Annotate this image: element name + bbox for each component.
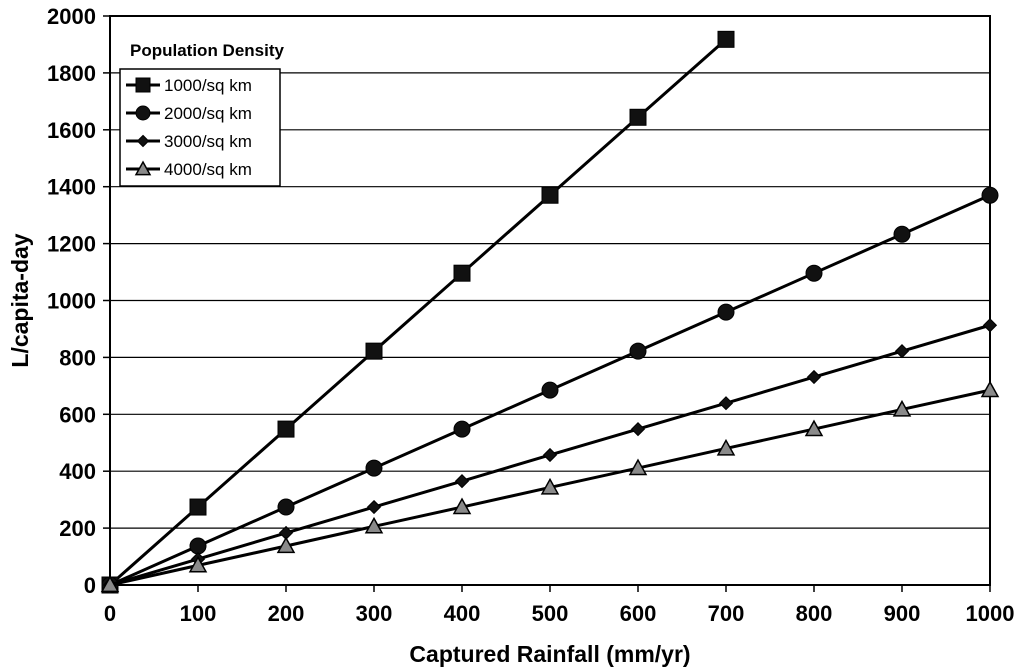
x-tick-label: 800 (796, 601, 833, 626)
legend-label: 2000/sq km (164, 104, 252, 123)
marker-triangle (892, 399, 912, 417)
marker-circle (805, 264, 823, 282)
legend-items: 1000/sq km 2000/sq km 3000/sq km 4000/sq km (126, 76, 252, 179)
legend-label: 1000/sq km (164, 76, 252, 95)
marker-square (629, 108, 647, 126)
x-tick-label: 100 (180, 601, 217, 626)
marker-triangle (540, 477, 560, 495)
legend-item: 3000/sq km (126, 132, 252, 151)
marker-circle (717, 303, 735, 321)
series-layer (100, 30, 1000, 594)
y-tick-label: 1600 (47, 118, 96, 143)
marker-circle (453, 420, 471, 438)
x-tick-label: 200 (268, 601, 305, 626)
marker-triangle (364, 516, 384, 534)
marker-triangle (276, 536, 296, 554)
y-tick-label: 0 (84, 573, 96, 598)
marker-square (453, 264, 471, 282)
marker-circle (135, 105, 151, 121)
marker-circle (189, 537, 207, 555)
legend-item: 4000/sq km (126, 160, 252, 179)
marker-triangle (100, 575, 120, 593)
marker-triangle (134, 160, 152, 176)
series-circle (101, 186, 999, 594)
legend: Population Density 1000/sq km 2000/sq km 3… (119, 41, 285, 187)
y-tick-label: 1800 (47, 61, 96, 86)
x-tick-label: 0 (104, 601, 116, 626)
y-axis-ticks: 0 200 400 600 800 1000 1200 1400 1600 1800 2000 (47, 4, 110, 598)
marker-circle (981, 186, 999, 204)
y-tick-label: 800 (59, 345, 96, 370)
x-tick-label: 700 (708, 601, 745, 626)
x-axis-ticks: 0 100 200 300 400 500 600 700 800 900 1000 (104, 585, 1015, 626)
marker-diamond (718, 396, 734, 411)
marker-diamond (366, 499, 382, 515)
legend-label: 4000/sq km (164, 160, 252, 179)
y-tick-label: 1000 (47, 289, 96, 314)
x-tick-label: 500 (532, 601, 569, 626)
marker-diamond (542, 447, 558, 463)
marker-triangle (628, 458, 648, 476)
marker-diamond (454, 474, 470, 489)
series-diamond (102, 318, 998, 593)
marker-circle (541, 381, 559, 399)
marker-diamond (982, 318, 998, 333)
x-tick-label: 600 (620, 601, 657, 626)
legend-item: 1000/sq km (126, 76, 252, 95)
y-tick-label: 1200 (47, 232, 96, 257)
marker-square (365, 342, 383, 360)
marker-triangle (804, 419, 824, 437)
x-tick-label: 900 (884, 601, 921, 626)
series-line (109, 38, 727, 587)
marker-triangle (188, 555, 208, 573)
x-tick-label: 300 (356, 601, 393, 626)
marker-square (135, 77, 151, 93)
marker-diamond (630, 421, 646, 437)
y-tick-label: 400 (59, 459, 96, 484)
marker-circle (277, 498, 295, 516)
x-tick-label: 400 (444, 601, 481, 626)
marker-diamond (894, 344, 910, 359)
marker-diamond (136, 134, 150, 148)
series-triangle (100, 380, 1000, 593)
marker-square (717, 30, 735, 48)
marker-circle (893, 225, 911, 243)
y-tick-label: 600 (59, 402, 96, 427)
marker-square (541, 186, 559, 204)
y-tick-label: 200 (59, 516, 96, 541)
marker-diamond (806, 369, 822, 385)
y-tick-label: 2000 (47, 4, 96, 29)
legend-label: 3000/sq km (164, 132, 252, 151)
legend-item: 2000/sq km (126, 104, 252, 123)
marker-square (189, 498, 207, 516)
x-tick-label: 1000 (966, 601, 1015, 626)
x-axis-title: Captured Rainfall (mm/yr) (409, 641, 690, 667)
y-tick-label: 1400 (47, 175, 96, 200)
legend-title: Population Density (130, 41, 285, 60)
marker-triangle (980, 380, 1000, 398)
marker-circle (365, 459, 383, 477)
marker-square (277, 420, 295, 438)
marker-triangle (452, 497, 472, 515)
y-axis-title: L/capita-day (7, 233, 33, 367)
marker-triangle (716, 438, 736, 456)
marker-circle (629, 342, 647, 360)
